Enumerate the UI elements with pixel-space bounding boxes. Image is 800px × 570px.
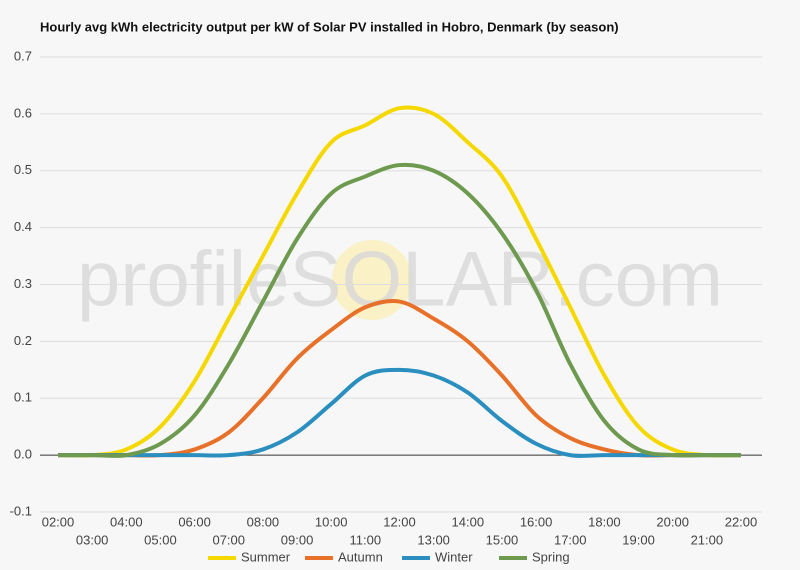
y-tick-label: 0.0 xyxy=(14,447,32,462)
y-tick-label: 0.6 xyxy=(14,105,32,120)
x-tick-label: 16:00 xyxy=(520,514,553,529)
y-tick-label: 0.3 xyxy=(14,276,32,291)
y-tick-label: 0.1 xyxy=(14,390,32,405)
y-tick-label: 0.5 xyxy=(14,162,32,177)
legend-label: Summer xyxy=(241,549,291,564)
legend-label: Autumn xyxy=(338,549,383,564)
series-line xyxy=(58,162,741,458)
legend-label: Spring xyxy=(532,549,570,564)
x-tick-label: 20:00 xyxy=(656,514,689,529)
series-line xyxy=(58,367,741,458)
x-tick-label: 18:00 xyxy=(588,514,621,529)
legend-label: Winter xyxy=(435,549,473,564)
x-tick-label: 09:00 xyxy=(281,532,314,547)
series-line xyxy=(57,105,742,458)
chart-title: Hourly avg kWh electricity output per kW… xyxy=(40,19,619,34)
watermark: profileSOLAR.com xyxy=(77,235,723,323)
x-tick-label: 22:00 xyxy=(725,514,758,529)
x-tick-label: 15:00 xyxy=(486,532,519,547)
y-tick-label: 0.2 xyxy=(14,333,32,348)
x-tick-label: 02:00 xyxy=(42,514,75,529)
x-tick-label: 08:00 xyxy=(247,514,280,529)
x-tick-label: 07:00 xyxy=(212,532,245,547)
x-tick-label: 13:00 xyxy=(417,532,450,547)
x-tick-label: 10:00 xyxy=(315,514,348,529)
x-tick-label: 04:00 xyxy=(110,514,143,529)
x-tick-label: 03:00 xyxy=(76,532,109,547)
y-tick-label: -0.1 xyxy=(10,503,32,518)
x-tick-label: 19:00 xyxy=(622,532,655,547)
x-tick-label: 12:00 xyxy=(383,514,416,529)
x-tick-label: 21:00 xyxy=(691,532,724,547)
y-tick-label: 0.7 xyxy=(14,48,32,63)
x-tick-label: 14:00 xyxy=(452,514,485,529)
x-tick-label: 17:00 xyxy=(554,532,587,547)
x-tick-label: 06:00 xyxy=(178,514,211,529)
x-tick-label: 11:00 xyxy=(350,532,382,547)
x-tick-label: 05:00 xyxy=(144,532,177,547)
y-tick-label: 0.4 xyxy=(14,219,32,234)
